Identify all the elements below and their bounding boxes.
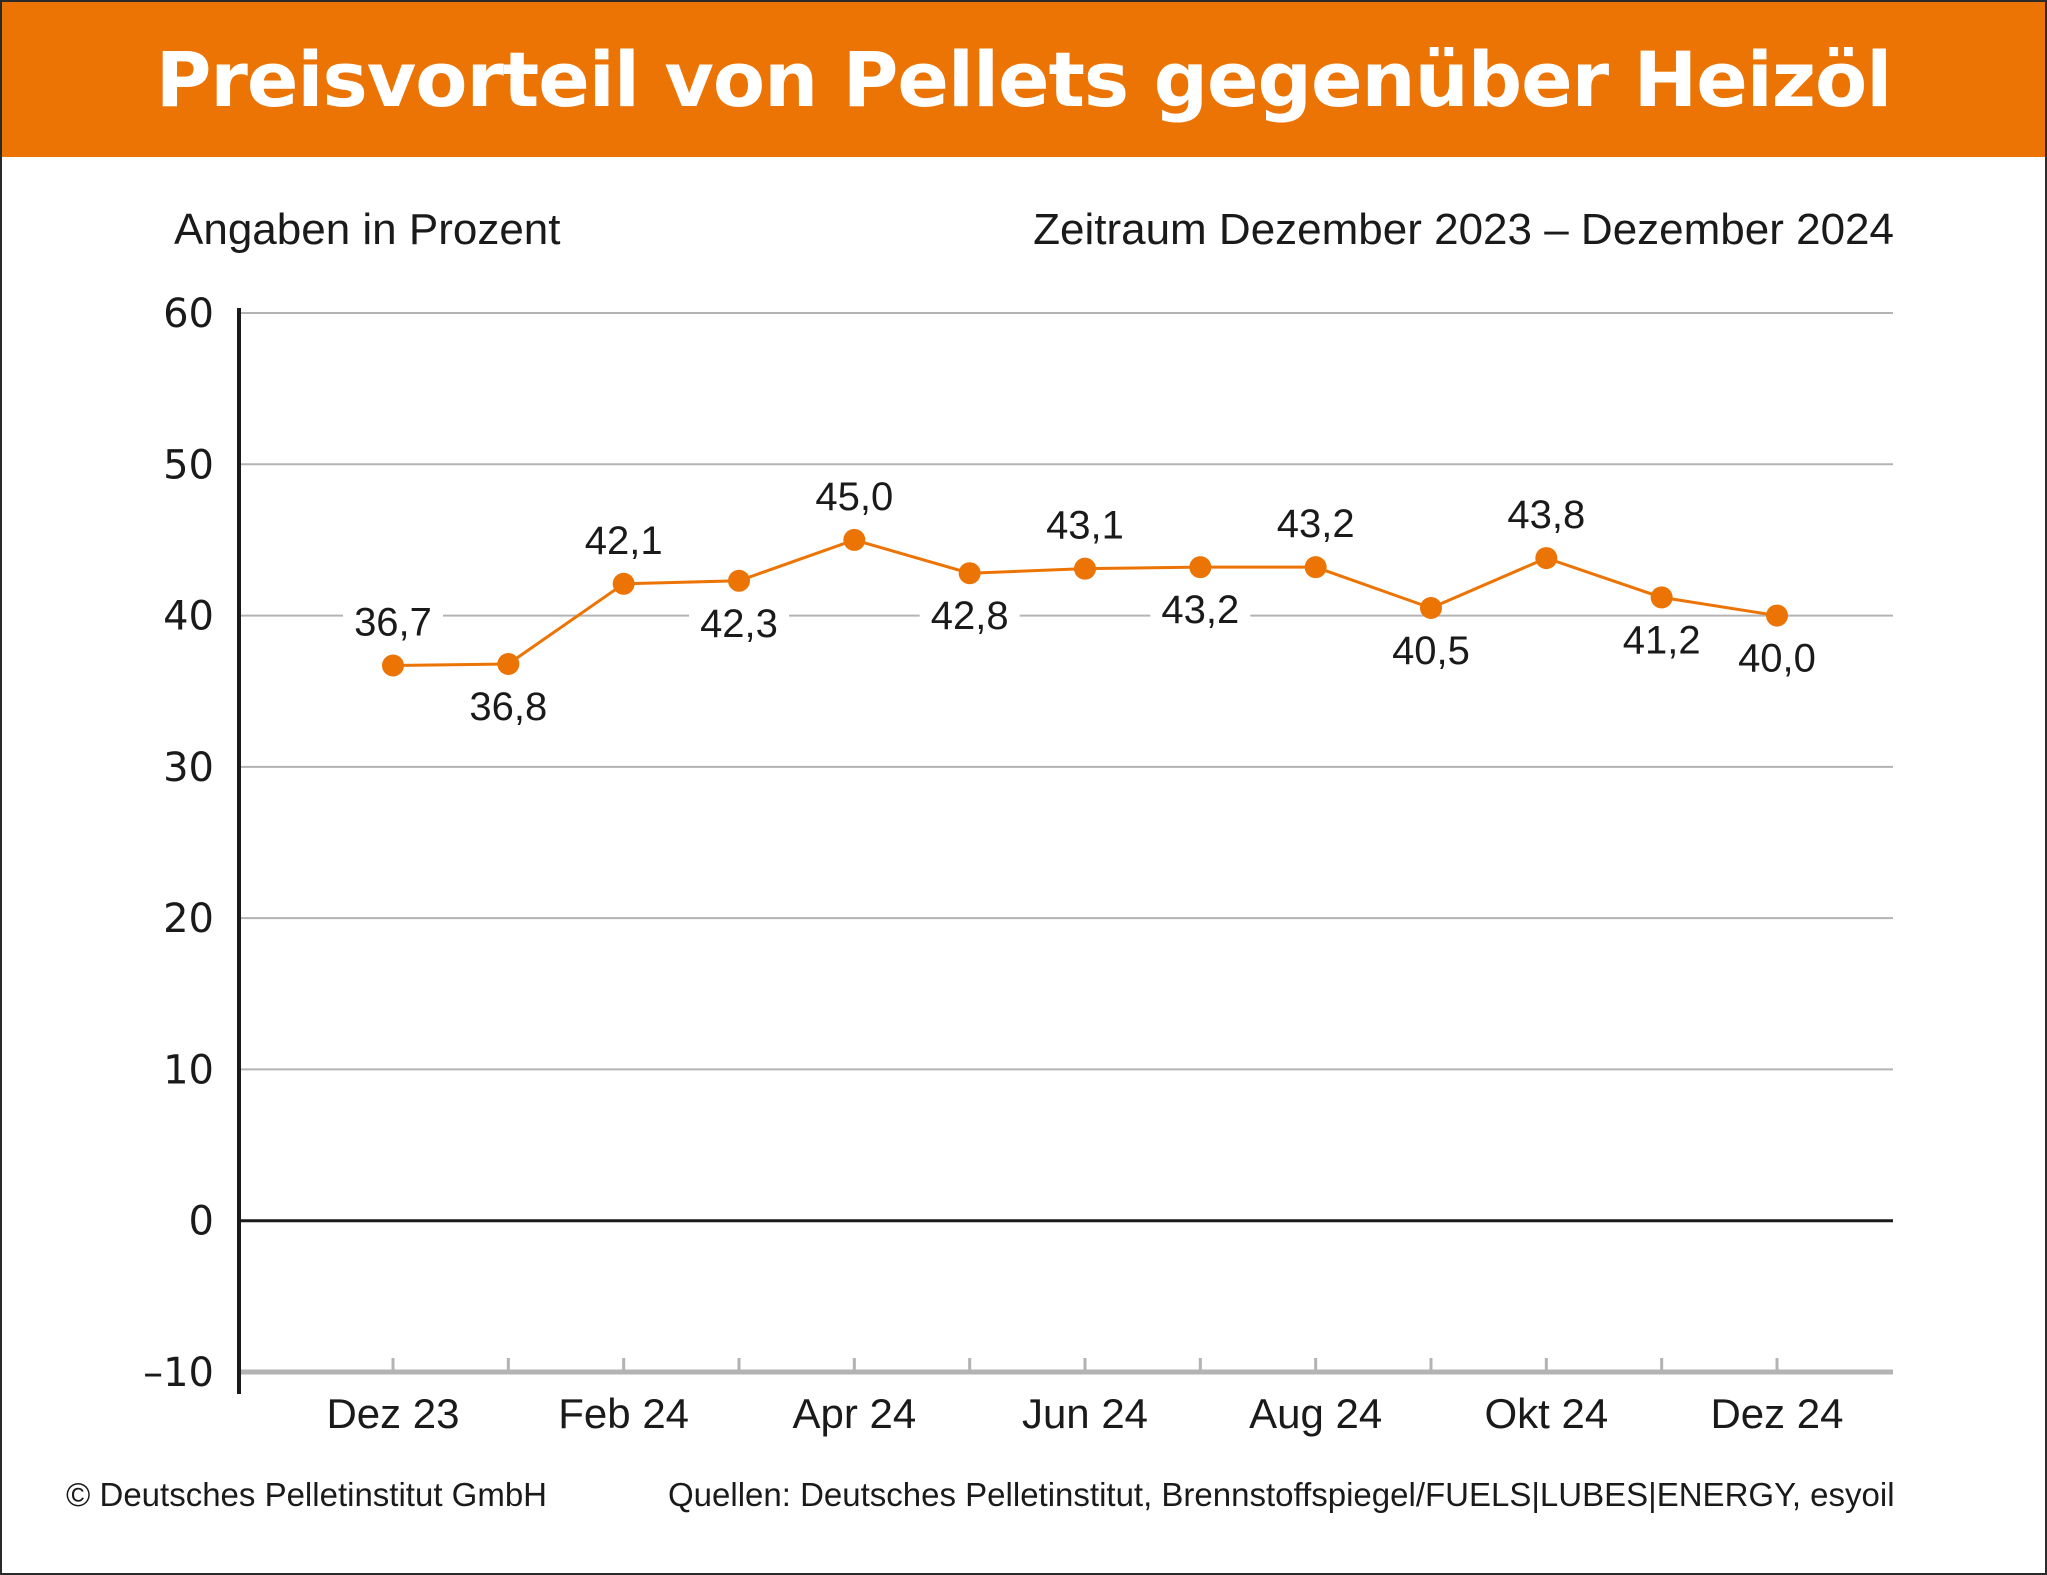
- data-point: [1650, 586, 1673, 609]
- data-label: 43,2: [1277, 502, 1355, 546]
- data-label: 41,2: [1623, 618, 1701, 662]
- x-tick-label: Aug 24: [1249, 1390, 1382, 1437]
- data-label-bg: [1150, 587, 1251, 634]
- data-label-bg: [1265, 501, 1366, 548]
- data-label-bg: [804, 473, 905, 520]
- y-tick-label: 60: [163, 291, 214, 337]
- data-label: 42,8: [931, 594, 1009, 638]
- data-point: [728, 569, 750, 592]
- data-label: 42,3: [700, 602, 778, 646]
- x-tick-label: Dez 24: [1710, 1390, 1843, 1437]
- chart-title: Preisvorteil von Pellets gegenüber Heizö…: [155, 35, 1893, 124]
- data-label-bg: [1611, 617, 1712, 664]
- data-point: [1304, 556, 1327, 579]
- x-tick-label: Jun 24: [1022, 1390, 1148, 1437]
- x-tick-label: Feb 24: [558, 1390, 689, 1437]
- data-point: [382, 654, 404, 677]
- data-label: 45,0: [815, 475, 893, 519]
- title-banner: Preisvorteil von Pellets gegenüber Heizö…: [2, 2, 2045, 157]
- data-label-bg: [343, 599, 443, 646]
- data-label: 40,0: [1738, 637, 1816, 681]
- data-point: [843, 528, 866, 551]
- data-point: [958, 562, 981, 585]
- period-label: Zeitraum Dezember 2023 – Dezember 2024: [1033, 205, 1894, 254]
- data-label: 42,1: [585, 519, 663, 563]
- data-label-bg: [1035, 502, 1135, 549]
- data-label-bg: [689, 600, 789, 647]
- x-tick-label: Apr 24: [792, 1390, 916, 1437]
- data-label-bg: [573, 517, 674, 564]
- data-point: [1074, 557, 1096, 580]
- data-point: [612, 572, 635, 595]
- y-tick-label: 0: [189, 1199, 214, 1245]
- data-label: 43,1: [1046, 504, 1124, 548]
- y-tick-label: 50: [163, 442, 214, 488]
- data-point: [1420, 597, 1442, 620]
- data-point: [1766, 604, 1788, 627]
- data-label-bg: [458, 683, 559, 730]
- data-label-bg: [1727, 635, 1827, 682]
- data-point: [1535, 547, 1558, 570]
- y-tick-label: 10: [163, 1047, 214, 1093]
- y-tick-label: 20: [163, 896, 214, 942]
- y-tick-label: –10: [143, 1350, 214, 1396]
- sources-text: Quellen: Deutsches Pelletinstitut, Brenn…: [668, 1476, 1895, 1513]
- data-label: 43,2: [1161, 588, 1239, 632]
- data-point: [1189, 556, 1212, 579]
- data-label: 36,8: [469, 685, 547, 729]
- data-label: 43,8: [1507, 493, 1585, 537]
- data-label: 36,7: [354, 600, 432, 644]
- x-tick-label: Okt 24: [1484, 1390, 1608, 1437]
- data-label-bg: [1381, 628, 1481, 675]
- y-tick-label: 40: [163, 594, 214, 640]
- unit-label: Angaben in Prozent: [174, 205, 561, 254]
- data-label-bg: [919, 593, 1020, 640]
- x-tick-label: Dez 23: [326, 1390, 459, 1437]
- data-label: 40,5: [1392, 629, 1470, 673]
- data-point: [497, 652, 520, 675]
- copyright-text: © Deutsches Pelletinstitut GmbH: [66, 1476, 547, 1513]
- data-label-bg: [1496, 492, 1597, 539]
- y-tick-label: 30: [163, 745, 214, 791]
